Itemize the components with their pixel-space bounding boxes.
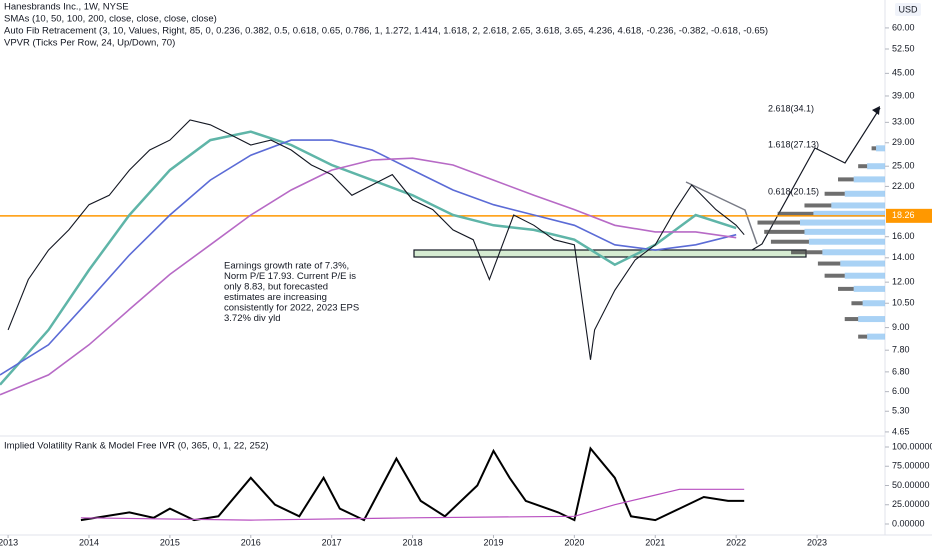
vpvr-bar [853, 285, 885, 292]
fib-label: 2.618(34.1) [768, 104, 814, 114]
vpvr-bar [853, 176, 885, 183]
vpvr-bar [876, 145, 885, 152]
annotation-line: only 8.83, but forecasted [224, 282, 328, 293]
vpvr-bar [822, 249, 885, 256]
vpvr-bar-down [838, 286, 854, 291]
y-tick-label: 60.00 [892, 22, 915, 32]
vpvr-bar [862, 300, 885, 307]
arrow-head [872, 106, 880, 115]
price-line [7, 119, 745, 360]
fib-label: 0.618(20.15) [768, 187, 819, 197]
vpvr-bar-down [804, 203, 832, 208]
vpvr-bar-down [858, 334, 868, 339]
ivr-line [80, 488, 745, 521]
x-tick-label: 2020 [564, 537, 584, 547]
annotation-line: consistently for 2022, 2023 EPS [224, 303, 359, 314]
x-tick-label: 2017 [322, 537, 342, 547]
vpvr-bar [808, 238, 885, 245]
y-tick-label: 39.00 [892, 90, 915, 100]
fib-label: 1.618(27.13) [768, 140, 819, 150]
annotation-line: Norm P/E 17.93. Current P/E is [224, 271, 356, 282]
vpvr-bar [831, 202, 885, 209]
indicator-label: VPVR (Ticks Per Row, 24, Up/Down, 70) [4, 38, 175, 49]
vpvr-bar-down [764, 229, 805, 234]
vpvr-bar [867, 163, 885, 170]
vpvr-bar-down [851, 301, 863, 306]
chart-title: Hanesbrands Inc., 1W, NYSE [4, 2, 129, 13]
sma-line [0, 130, 737, 386]
ivr-y-tick-label: 50.00000 [892, 480, 930, 490]
y-tick-label: 4.65 [892, 426, 910, 436]
y-tick-label: 5.30 [892, 406, 910, 416]
ivr-y-tick-label: 75.00000 [892, 461, 930, 471]
last-price-label: 18.26 [892, 210, 915, 220]
x-tick-label: 2015 [160, 537, 180, 547]
vpvr-bar-down [757, 220, 800, 225]
y-tick-label: 6.80 [892, 366, 910, 376]
y-tick-label: 25.00 [892, 161, 915, 171]
vpvr-bar-down [858, 164, 868, 169]
vpvr-bar-down [824, 273, 845, 278]
ivr-y-tick-label: 100.00000 [892, 441, 932, 451]
currency-badge [895, 3, 921, 16]
x-tick-label: 2018 [403, 537, 423, 547]
wedge-line [685, 181, 758, 245]
vpvr-bar-down [817, 261, 841, 266]
vpvr-bar [813, 210, 885, 217]
currency: USD [898, 4, 918, 14]
x-tick-label: 2019 [483, 537, 503, 547]
ivr-line [80, 446, 745, 522]
vpvr-bar [804, 228, 885, 235]
vpvr-bar-down [838, 177, 854, 182]
indicator-label: SMAs (10, 50, 100, 200, close, close, cl… [4, 14, 217, 25]
y-tick-label: 45.00 [892, 68, 915, 78]
vpvr-bar [844, 272, 885, 279]
ivr-y-tick-label: 25.00000 [892, 499, 930, 509]
vpvr-bar [844, 190, 885, 197]
vpvr-bar-down [791, 250, 823, 255]
sma-line [0, 157, 737, 396]
indicator-label: Auto Fib Retracement (3, 10, Values, Rig… [4, 26, 768, 37]
vpvr-bar [867, 333, 885, 340]
vpvr-bar-down [770, 239, 809, 244]
x-tick-label: 2023 [807, 537, 827, 547]
y-tick-label: 52.50 [892, 43, 915, 53]
support-zone [413, 249, 807, 258]
x-tick-label: 2013 [0, 537, 18, 547]
annotation-line: Earnings growth rate of 7.3%, [224, 261, 349, 272]
x-tick-label: 2016 [241, 537, 261, 547]
projection-arrow [751, 107, 881, 251]
y-tick-label: 9.00 [892, 322, 910, 332]
vpvr-bar [800, 219, 885, 226]
vpvr-bar [840, 260, 885, 267]
vpvr-bar-down [777, 211, 814, 216]
y-tick-label: 7.80 [892, 345, 910, 355]
annotation-line: estimates are increasing [224, 292, 327, 303]
y-tick-label: 22.00 [892, 181, 915, 191]
last-price-badge [886, 208, 932, 223]
vpvr-bar-down [824, 191, 845, 196]
y-tick-label: 14.00 [892, 252, 915, 262]
vpvr-bar [858, 316, 885, 323]
annotation-line: 3.72% div yld [224, 313, 281, 324]
y-tick-label: 33.00 [892, 117, 915, 127]
ivr-title: Implied Volatility Rank & Model Free IVR… [4, 441, 269, 452]
vpvr-bar-down [871, 146, 877, 151]
vpvr-bar-down [844, 317, 859, 322]
sma-line [0, 139, 737, 376]
y-tick-label: 12.00 [892, 277, 915, 287]
y-tick-label: 6.00 [892, 386, 910, 396]
x-tick-label: 2022 [726, 537, 746, 547]
x-tick-label: 2021 [645, 537, 665, 547]
y-tick-label: 10.50 [892, 298, 915, 308]
ivr-y-tick-label: 0.00000 [892, 518, 925, 528]
y-tick-label: 16.00 [892, 231, 915, 241]
x-tick-label: 2014 [79, 537, 99, 547]
y-tick-label: 29.00 [892, 137, 915, 147]
